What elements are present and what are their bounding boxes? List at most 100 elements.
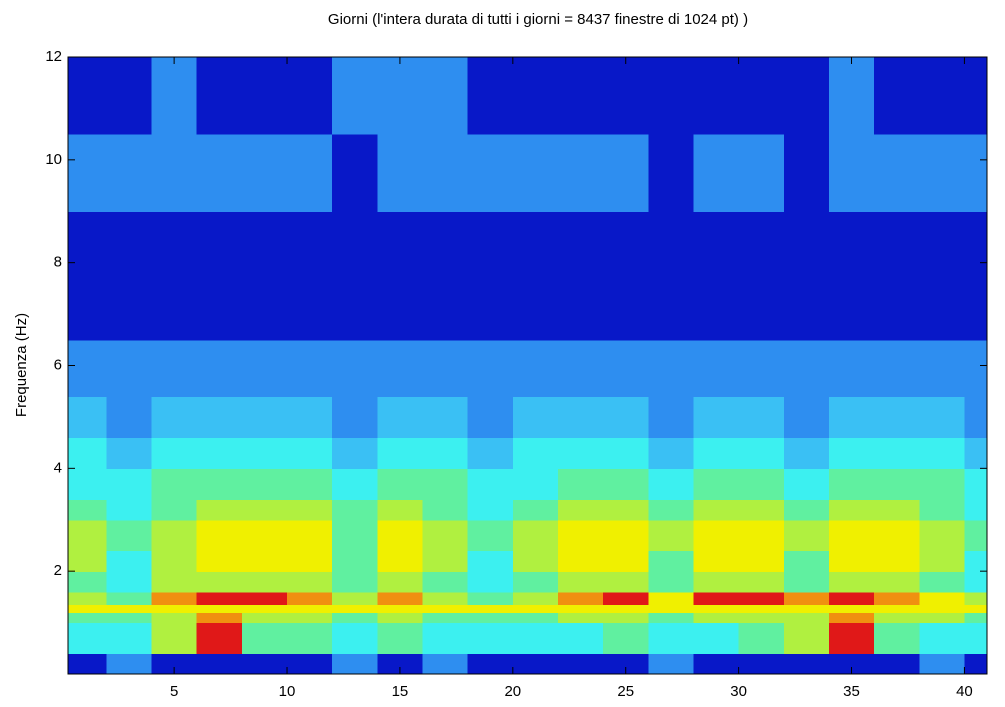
heatmap-cell bbox=[151, 134, 198, 212]
heatmap-cell bbox=[603, 396, 649, 439]
heatmap-cell bbox=[68, 519, 107, 552]
heatmap-cell bbox=[467, 604, 514, 613]
heatmap-cell bbox=[512, 519, 559, 552]
heatmap-cell bbox=[287, 612, 333, 624]
heatmap-cell bbox=[964, 591, 988, 606]
heatmap-cell bbox=[603, 339, 649, 397]
heatmap-cell bbox=[106, 519, 153, 552]
heatmap-cell bbox=[512, 622, 559, 655]
heatmap-cell bbox=[332, 211, 378, 341]
heatmap-cell bbox=[964, 653, 988, 675]
heatmap-cell bbox=[919, 622, 966, 655]
heatmap-cell bbox=[512, 550, 559, 572]
heatmap-cell bbox=[783, 653, 830, 675]
heatmap-cell bbox=[783, 612, 830, 624]
heatmap-cell bbox=[196, 437, 243, 469]
heatmap-cell bbox=[603, 499, 649, 521]
heatmap-cell bbox=[512, 468, 559, 500]
heatmap-cell bbox=[828, 396, 875, 439]
heatmap-cell bbox=[196, 612, 243, 624]
heatmap-cell bbox=[287, 499, 333, 521]
heatmap-cells bbox=[68, 57, 988, 675]
heatmap-cell bbox=[874, 396, 920, 439]
heatmap-cell bbox=[557, 612, 604, 624]
heatmap-cell bbox=[196, 57, 243, 135]
heatmap-cell bbox=[467, 499, 514, 521]
heatmap-cell bbox=[422, 499, 469, 521]
y-tick-label: 4 bbox=[54, 459, 62, 476]
heatmap-cell bbox=[874, 653, 920, 675]
heatmap-cell bbox=[241, 519, 288, 552]
heatmap-cell bbox=[287, 396, 333, 439]
heatmap-cell bbox=[874, 550, 920, 572]
x-tick-label: 10 bbox=[279, 683, 296, 700]
heatmap-cell bbox=[738, 134, 785, 212]
heatmap-cell bbox=[783, 571, 830, 593]
heatmap-cell bbox=[422, 591, 469, 606]
heatmap-cell bbox=[512, 57, 559, 135]
heatmap-cell bbox=[874, 571, 920, 593]
heatmap-cell bbox=[287, 134, 333, 212]
heatmap-cell bbox=[512, 339, 559, 397]
heatmap-cell bbox=[828, 571, 875, 593]
heatmap-cell bbox=[828, 550, 875, 572]
heatmap-cell bbox=[467, 57, 514, 135]
heatmap-cell bbox=[693, 437, 740, 469]
heatmap-cell bbox=[693, 57, 740, 135]
heatmap-cell bbox=[422, 653, 469, 675]
x-tick-label: 35 bbox=[843, 683, 860, 700]
heatmap-cell bbox=[377, 604, 424, 613]
heatmap-cell bbox=[68, 211, 107, 341]
heatmap-cell bbox=[151, 339, 198, 397]
heatmap-cell bbox=[783, 134, 830, 212]
heatmap-cell bbox=[919, 57, 966, 135]
heatmap-cell bbox=[241, 653, 288, 675]
heatmap-cell bbox=[332, 591, 378, 606]
heatmap-cell bbox=[693, 622, 740, 655]
heatmap-cell bbox=[377, 339, 424, 397]
heatmap-cell bbox=[648, 519, 695, 552]
heatmap-cell bbox=[332, 653, 378, 675]
heatmap-cell bbox=[783, 57, 830, 135]
heatmap-cell bbox=[287, 339, 333, 397]
heatmap-cell bbox=[196, 396, 243, 439]
heatmap-cell bbox=[828, 612, 875, 624]
heatmap-cell bbox=[738, 437, 785, 469]
heatmap-cell bbox=[874, 57, 920, 135]
heatmap-cell bbox=[557, 396, 604, 439]
heatmap-cell bbox=[241, 499, 288, 521]
heatmap-cell bbox=[241, 396, 288, 439]
heatmap-cell bbox=[738, 653, 785, 675]
heatmap-cell bbox=[964, 612, 988, 624]
heatmap-cell bbox=[377, 437, 424, 469]
heatmap-cell bbox=[557, 134, 604, 212]
heatmap-cell bbox=[557, 622, 604, 655]
heatmap-cell bbox=[919, 339, 966, 397]
heatmap-cell bbox=[332, 622, 378, 655]
heatmap-cell bbox=[241, 211, 288, 341]
heatmap-cell bbox=[512, 571, 559, 593]
heatmap-cell bbox=[512, 211, 559, 341]
heatmap-cell bbox=[874, 134, 920, 212]
x-tick-label: 15 bbox=[392, 683, 409, 700]
heatmap-cell bbox=[241, 437, 288, 469]
heatmap-cell bbox=[106, 396, 153, 439]
heatmap-cell bbox=[557, 437, 604, 469]
heatmap-cell bbox=[738, 591, 785, 606]
heatmap-cell bbox=[512, 499, 559, 521]
heatmap-cell bbox=[287, 591, 333, 606]
heatmap-cell bbox=[512, 437, 559, 469]
heatmap-cell bbox=[964, 396, 988, 439]
heatmap-cell bbox=[377, 519, 424, 552]
heatmap-cell bbox=[828, 622, 875, 655]
heatmap-cell bbox=[603, 57, 649, 135]
heatmap-cell bbox=[919, 211, 966, 341]
heatmap-cell bbox=[196, 211, 243, 341]
heatmap-cell bbox=[68, 612, 107, 624]
chart-title: Giorni (l'intera durata di tutti i giorn… bbox=[328, 11, 748, 28]
heatmap-cell bbox=[241, 612, 288, 624]
heatmap-cell bbox=[467, 519, 514, 552]
heatmap-cell bbox=[738, 57, 785, 135]
heatmap-cell bbox=[332, 612, 378, 624]
heatmap-cell bbox=[422, 519, 469, 552]
